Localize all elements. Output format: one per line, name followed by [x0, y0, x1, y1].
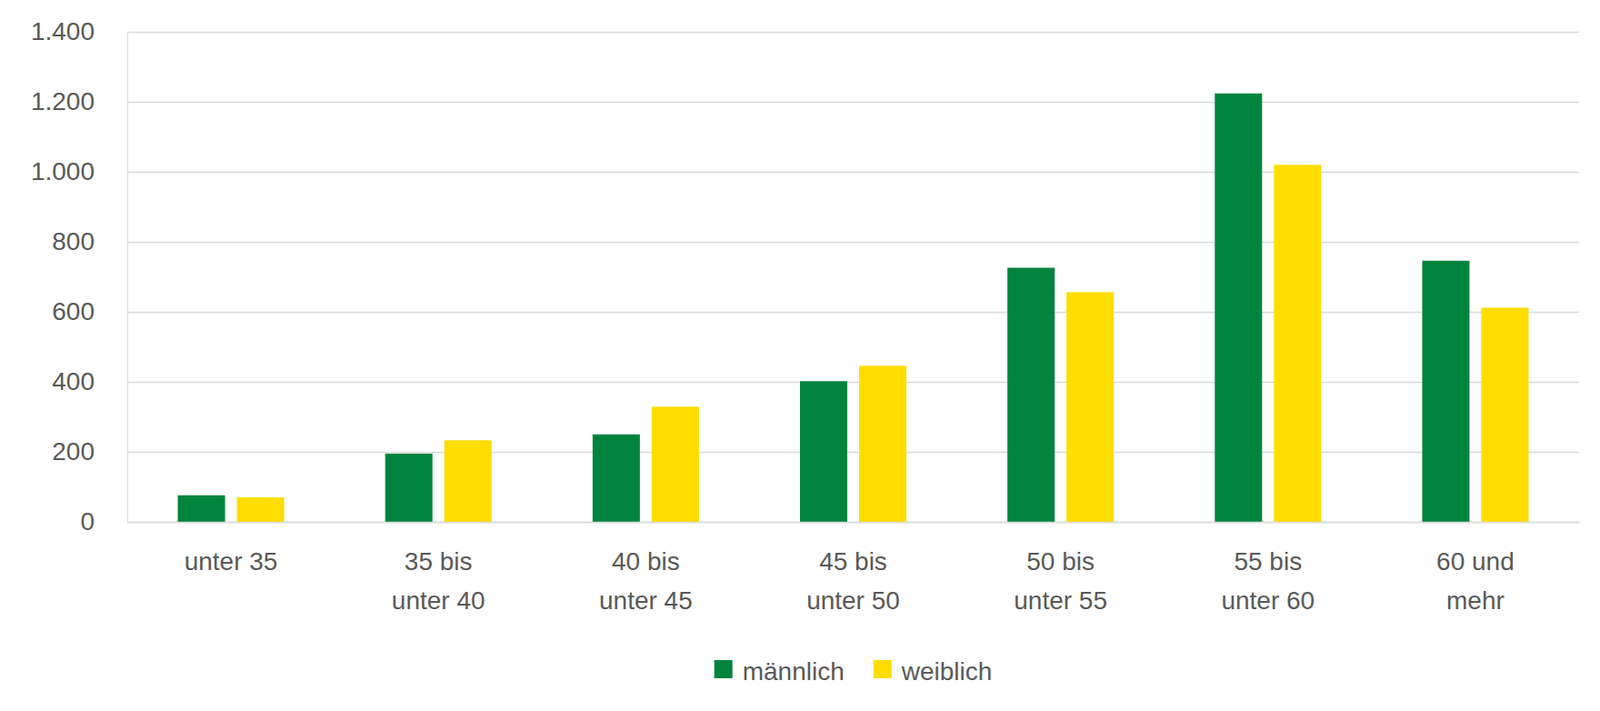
bar: [1480, 307, 1529, 522]
bar: [237, 497, 285, 522]
grid-line: [127, 381, 1580, 383]
y-tick-label: 1.400: [30, 17, 95, 46]
x-tick-label: 50 bisunter 55: [1013, 547, 1108, 615]
grid-line: [127, 311, 1580, 313]
legend-item: weiblich: [873, 657, 993, 686]
bars: [178, 93, 1530, 522]
bar: [1214, 93, 1262, 522]
x-tick: 40 bisunter 45: [599, 547, 693, 615]
legend-item: männlich: [714, 657, 845, 686]
bar: [444, 440, 492, 522]
legend-swatch: [714, 660, 733, 679]
y-tick: 1.000: [30, 157, 1580, 186]
legend: männlich weiblich: [714, 657, 993, 686]
y-tick: 1.200: [30, 87, 1580, 116]
y-tick-label: 0: [80, 507, 95, 536]
x-tick: 35 bisunter 40: [391, 547, 486, 615]
x-axis-line: [128, 521, 1580, 523]
chart: 0 200 400 600 800 1.000 1.200 1.400 unter 35 35 b…: [0, 0, 1600, 711]
grid-line: [127, 241, 1580, 243]
x-tick-label: 60 undmehr: [1436, 547, 1515, 615]
bar: [385, 453, 433, 522]
y-tick-label: 1.000: [30, 157, 95, 186]
grid-line: [127, 451, 1580, 453]
x-tick: 45 bisunter 50: [806, 547, 900, 615]
y-tick-label: 800: [51, 227, 95, 256]
grid-line: [127, 101, 1580, 103]
grid-line: [127, 521, 1580, 523]
x-tick: unter 35: [184, 547, 279, 576]
y-axis: 0 200 400 600 800 1.000 1.200 1.400: [30, 17, 1580, 536]
series-bars: [178, 93, 1470, 522]
y-tick-label: 200: [51, 437, 95, 466]
x-tick-label: 45 bisunter 50: [806, 547, 900, 615]
bar: [592, 434, 640, 522]
x-tick-label: unter 35: [184, 547, 279, 576]
y-tick-label: 600: [51, 297, 95, 326]
y-tick-label: 400: [51, 367, 95, 396]
series-bars: [237, 164, 1530, 522]
x-tick-label: 35 bisunter 40: [391, 547, 486, 615]
bar: [1421, 260, 1470, 522]
x-axis: unter 35 35 bisunter 40 40 bisunter 45 45 b…: [128, 522, 1580, 616]
y-tick-label: 1.200: [30, 87, 95, 116]
bar: [651, 406, 700, 522]
grid-line: [127, 31, 1580, 33]
y-axis-line: [128, 32, 1580, 523]
x-tick: 55 bisunter 60: [1220, 547, 1315, 615]
grid-line: [127, 171, 1580, 173]
bar: [1273, 164, 1321, 522]
plot: 0 200 400 600 800 1.000 1.200 1.400 unter 35 35 b…: [30, 17, 1580, 615]
x-tick-label: 40 bisunter 45: [599, 547, 693, 615]
bar: [1007, 267, 1055, 522]
y-tick: 600: [51, 297, 1580, 326]
legend-swatch: [873, 660, 892, 679]
y-tick: 800: [51, 227, 1580, 256]
x-tick-label: 55 bisunter 60: [1220, 547, 1315, 615]
bar: [859, 365, 907, 522]
y-tick: 1.400: [30, 17, 1580, 46]
bar: [800, 380, 848, 522]
bar: [1066, 291, 1114, 522]
legend-label: weiblich: [900, 657, 993, 686]
x-tick: 50 bisunter 55: [1013, 547, 1108, 615]
bar: [178, 495, 226, 522]
x-tick: 60 undmehr: [1436, 547, 1515, 615]
legend-label: männlich: [742, 657, 845, 686]
